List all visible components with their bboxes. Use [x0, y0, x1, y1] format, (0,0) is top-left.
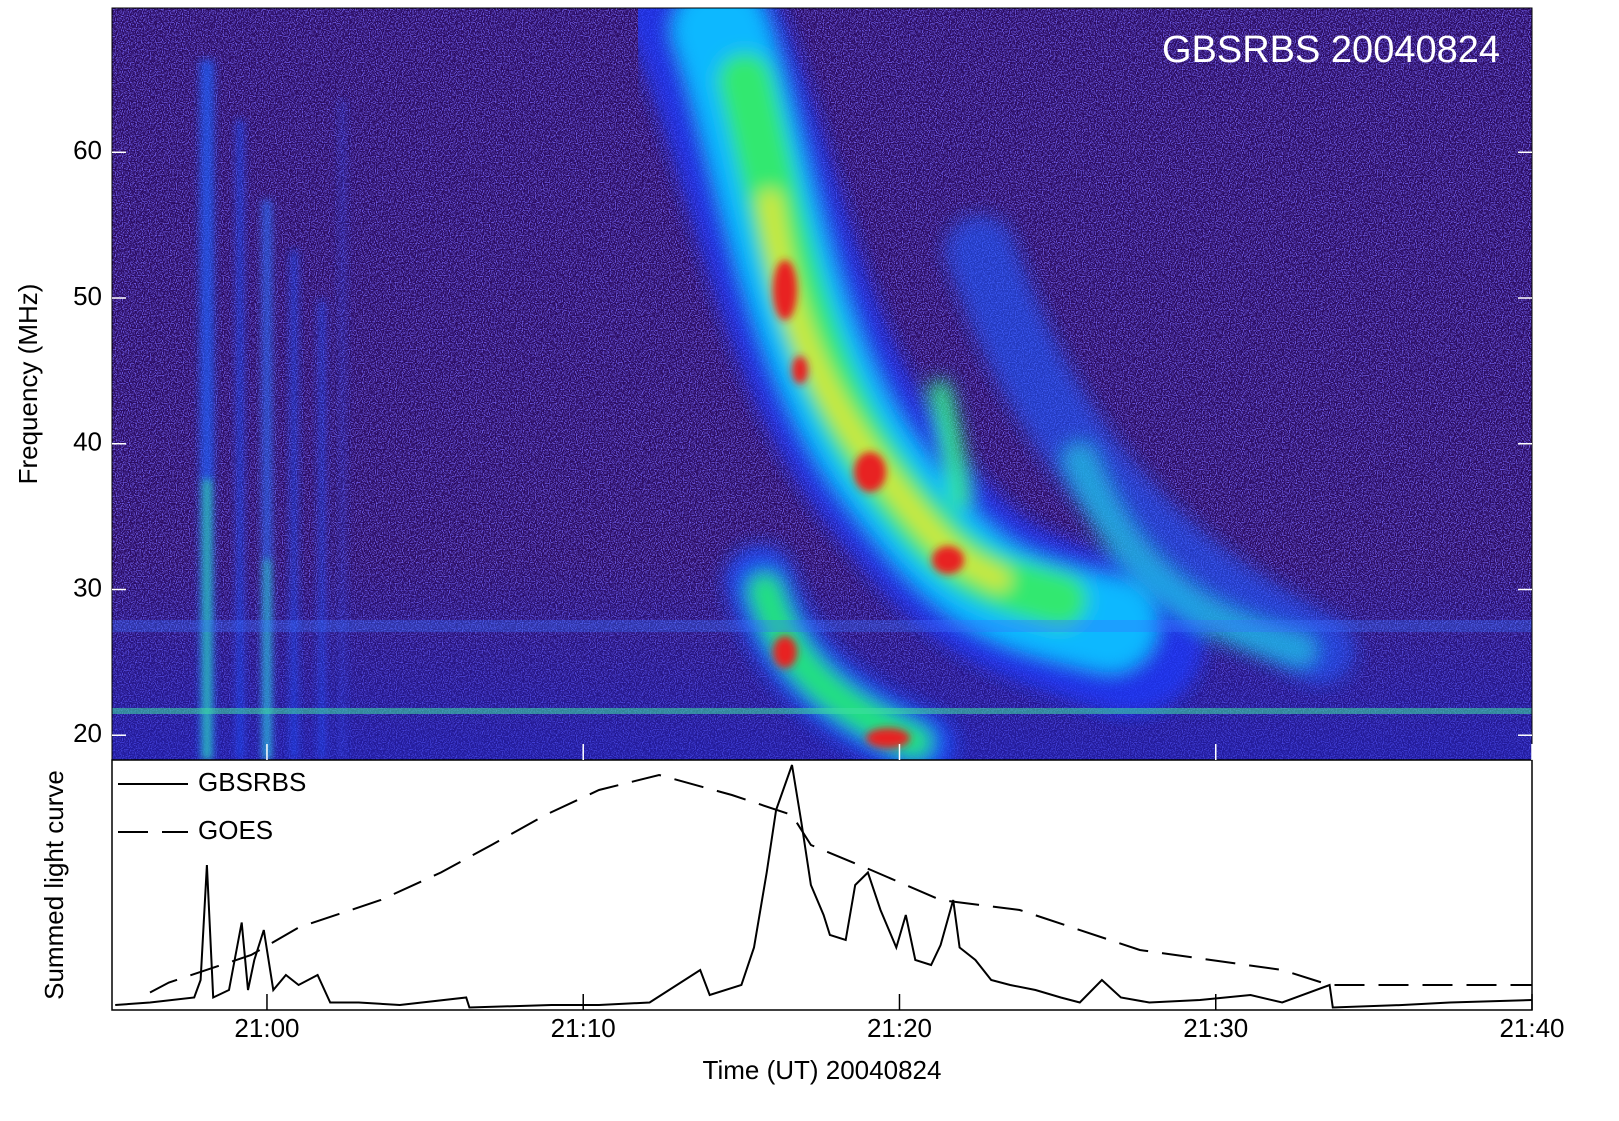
light-curve-frame	[111, 759, 1533, 1011]
x-tick-label: 21:10	[551, 1013, 616, 1043]
light-curve	[115, 764, 1532, 1009]
y-axis-label: Frequency (MHz)	[13, 284, 43, 485]
x-axis-label: Time (UT) 20040824	[703, 1055, 942, 1085]
y-tick-label: 60	[73, 135, 102, 165]
y-tick-label: 40	[73, 427, 102, 457]
x-tick-label: 21:20	[867, 1013, 932, 1043]
y-tick-label: 30	[73, 572, 102, 602]
light-curve	[149, 773, 1532, 994]
rfi-line	[112, 708, 1532, 714]
y-tick-label: 50	[73, 281, 102, 311]
x-tick-label: 21:30	[1183, 1013, 1248, 1043]
y-tick-label: 20	[73, 718, 102, 748]
vertical-streaks	[200, 60, 345, 760]
spectrogram-image	[112, 8, 1532, 760]
plot-area	[115, 764, 1532, 1009]
y-axis-label: Summed light curve	[39, 770, 69, 1000]
rfi-band	[112, 620, 1532, 632]
spectrogram-frame	[111, 7, 1533, 761]
x-tick-label: 21:40	[1499, 1013, 1564, 1043]
legend-label: GBSRBS	[198, 767, 306, 797]
burst-peaks	[773, 260, 964, 748]
legend-label: GOES	[198, 815, 273, 845]
annotation: GBSRBS 20040824	[1162, 29, 1500, 71]
x-tick-label: 21:00	[234, 1013, 299, 1043]
